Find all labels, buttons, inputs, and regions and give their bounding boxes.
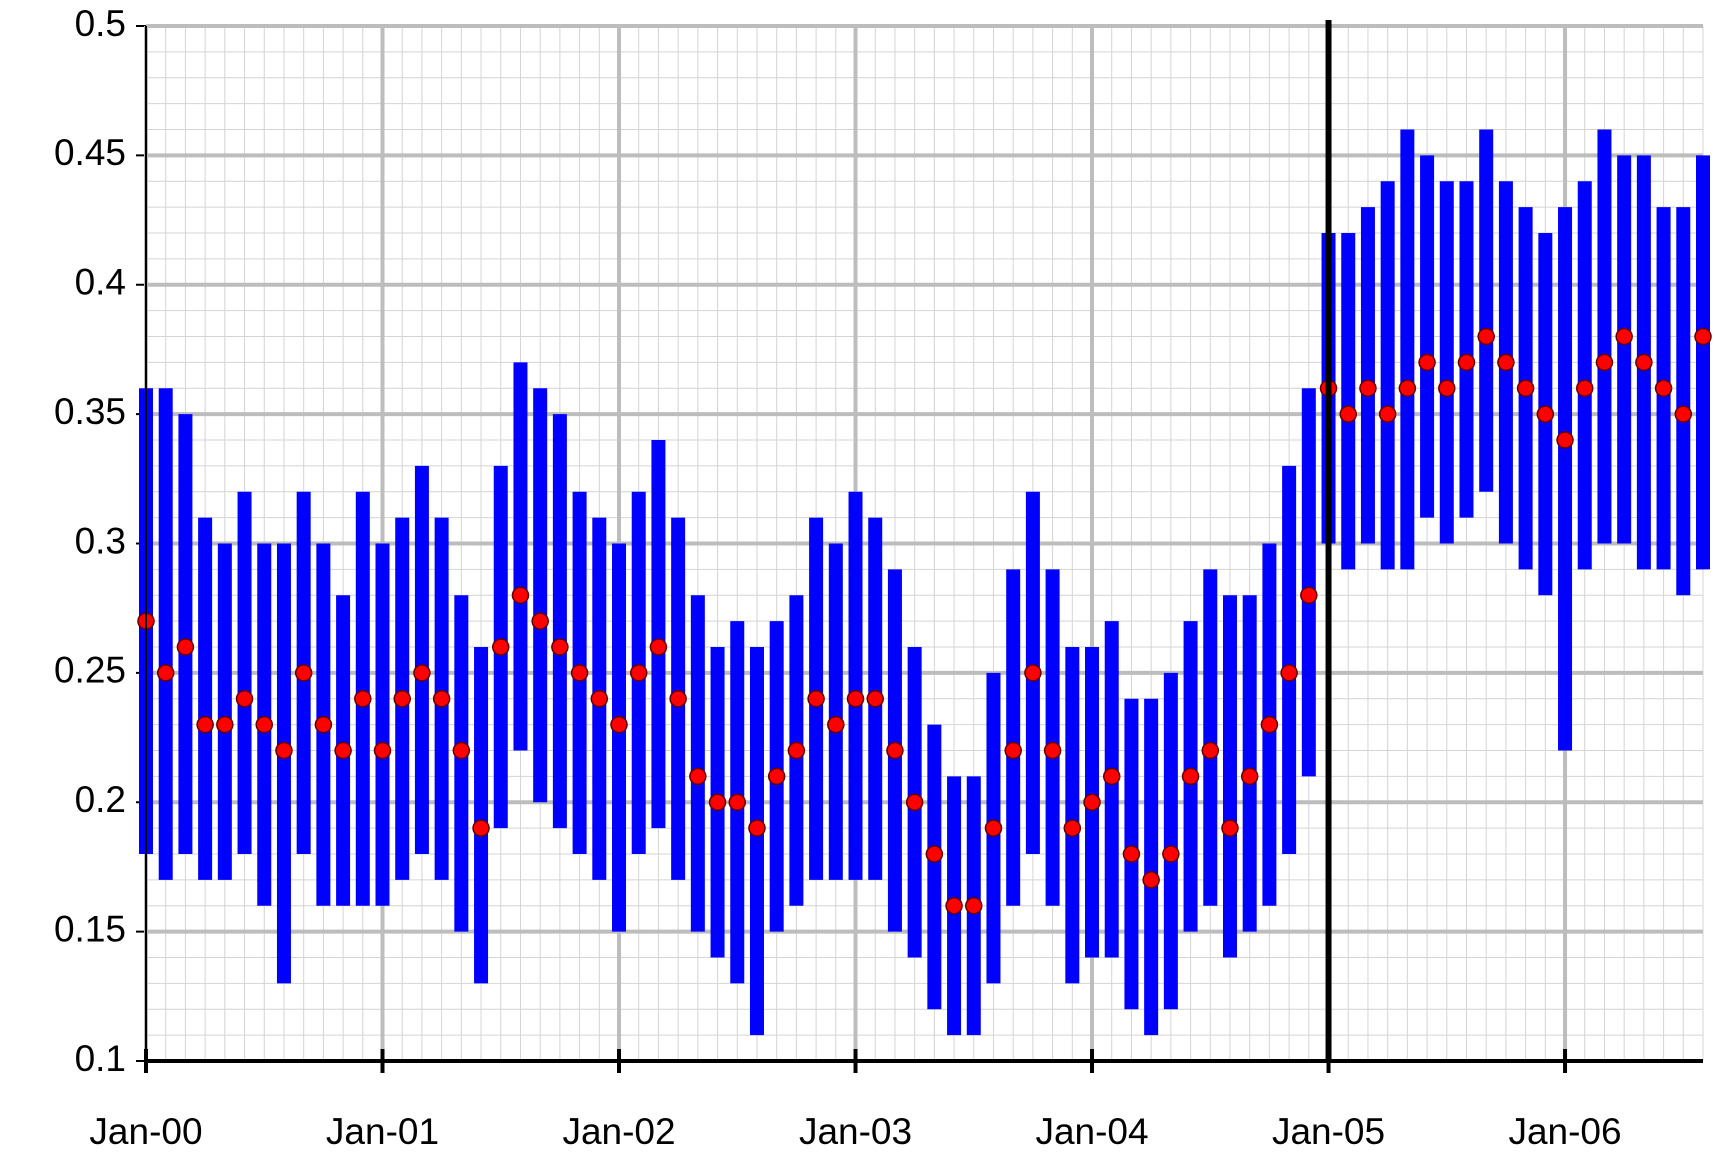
data-point bbox=[905, 793, 924, 811]
data-point bbox=[590, 690, 609, 708]
data-point bbox=[1024, 664, 1042, 682]
data-point bbox=[945, 897, 963, 915]
data-point bbox=[925, 845, 944, 863]
data-point bbox=[1122, 845, 1141, 863]
y-tick-label: 0.4 bbox=[75, 262, 126, 303]
data-point bbox=[787, 741, 806, 760]
data-point bbox=[1536, 405, 1555, 423]
x-tick-label: Jan-00 bbox=[89, 1111, 202, 1152]
data-point bbox=[708, 793, 727, 811]
data-point bbox=[767, 767, 786, 786]
data-point bbox=[610, 715, 628, 734]
data-point bbox=[866, 690, 884, 708]
data-point bbox=[570, 664, 589, 682]
data-point bbox=[275, 741, 293, 760]
data-point bbox=[1339, 405, 1357, 423]
data-point bbox=[1280, 664, 1298, 682]
data-point bbox=[649, 638, 668, 656]
data-point bbox=[1063, 819, 1082, 837]
data-point bbox=[255, 715, 274, 734]
data-point bbox=[1201, 741, 1220, 760]
data-point bbox=[413, 664, 431, 682]
data-point bbox=[334, 741, 352, 760]
data-point bbox=[1181, 767, 1200, 786]
data-point bbox=[1615, 327, 1633, 346]
data-point bbox=[1083, 793, 1101, 811]
data-point bbox=[1162, 845, 1180, 863]
data-point bbox=[551, 638, 569, 656]
data-point bbox=[156, 664, 175, 682]
data-point bbox=[373, 741, 392, 760]
data-point bbox=[1102, 767, 1121, 786]
data-point bbox=[294, 664, 313, 682]
data-point bbox=[827, 715, 845, 734]
data-point bbox=[1457, 353, 1476, 372]
data-point bbox=[452, 741, 471, 760]
data-point bbox=[1260, 715, 1279, 734]
x-tick-label: Jan-06 bbox=[1508, 1111, 1621, 1152]
data-point bbox=[1378, 405, 1397, 423]
data-point bbox=[1635, 353, 1653, 372]
x-tick-label: Jan-03 bbox=[799, 1111, 912, 1152]
data-point bbox=[689, 767, 707, 786]
x-tick-label: Jan-04 bbox=[1035, 1111, 1148, 1152]
data-point bbox=[669, 690, 687, 708]
data-point bbox=[1004, 741, 1022, 760]
data-point bbox=[1654, 379, 1673, 397]
data-point bbox=[807, 690, 825, 708]
data-point bbox=[1043, 741, 1062, 760]
y-tick-label: 0.15 bbox=[54, 908, 126, 949]
data-point bbox=[393, 690, 411, 708]
data-point bbox=[1300, 586, 1318, 604]
y-tick-label: 0.45 bbox=[54, 132, 126, 173]
y-tick-label: 0.25 bbox=[54, 650, 126, 691]
data-point bbox=[728, 793, 747, 811]
data-point bbox=[1575, 379, 1594, 397]
data-point bbox=[1674, 405, 1693, 423]
data-point bbox=[432, 690, 451, 708]
data-point bbox=[1240, 767, 1259, 786]
data-point bbox=[472, 819, 490, 837]
data-point bbox=[1556, 431, 1574, 449]
y-tick-label: 0.35 bbox=[54, 391, 126, 432]
data-point bbox=[1398, 379, 1417, 397]
data-point bbox=[1516, 379, 1535, 397]
data-point bbox=[354, 690, 372, 708]
data-point bbox=[511, 586, 530, 604]
data-point bbox=[1221, 819, 1239, 837]
y-tick-label: 0.2 bbox=[75, 779, 126, 820]
data-point bbox=[1497, 353, 1515, 372]
x-tick-label: Jan-01 bbox=[326, 1111, 439, 1152]
data-point bbox=[748, 819, 766, 837]
data-point bbox=[984, 819, 1003, 837]
data-point bbox=[235, 690, 254, 708]
data-point bbox=[1595, 353, 1614, 372]
data-point bbox=[1418, 353, 1436, 372]
data-point bbox=[216, 715, 234, 734]
y-tick-label: 0.1 bbox=[75, 1038, 126, 1079]
y-tick-label: 0.5 bbox=[75, 3, 126, 44]
data-point bbox=[1359, 379, 1377, 397]
data-point bbox=[1438, 379, 1456, 397]
data-point bbox=[1477, 327, 1495, 346]
data-point bbox=[846, 690, 865, 708]
data-point bbox=[531, 612, 549, 630]
data-point bbox=[176, 638, 195, 656]
data-point bbox=[629, 664, 648, 682]
x-tick-label: Jan-05 bbox=[1272, 1111, 1385, 1152]
y-tick-label: 0.3 bbox=[75, 520, 126, 561]
data-point bbox=[965, 897, 983, 915]
data-point bbox=[1694, 327, 1712, 346]
data-point bbox=[886, 741, 904, 760]
data-point bbox=[314, 715, 333, 734]
data-point bbox=[196, 715, 214, 734]
data-point bbox=[1142, 871, 1160, 889]
data-point bbox=[492, 638, 510, 656]
x-tick-label: Jan-02 bbox=[562, 1111, 675, 1152]
